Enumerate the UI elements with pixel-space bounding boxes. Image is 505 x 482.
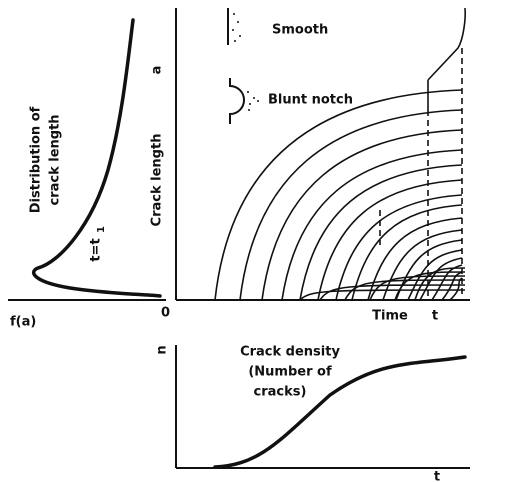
legend-label: Smooth <box>272 23 328 38</box>
origin: 0 <box>161 306 170 321</box>
crack-growth-curves <box>214 89 466 301</box>
left-ylabel: Distribution of <box>29 106 44 213</box>
crack-curve <box>299 164 463 301</box>
crack-curve <box>394 271 466 301</box>
notch-dots <box>247 91 259 111</box>
crack-curve <box>367 217 463 301</box>
crack-curve <box>239 109 463 301</box>
bottom-title: cracks) <box>254 385 307 400</box>
smooth-curve <box>427 7 466 81</box>
crack-curve <box>369 275 466 301</box>
notch-icon <box>229 78 245 124</box>
crack-curve <box>299 289 466 301</box>
density-curve <box>213 355 467 469</box>
main-ylabel: Crack length <box>150 134 165 227</box>
curve-label: t=t 1 <box>89 226 108 262</box>
left-ylabel: crack length <box>48 114 63 205</box>
crack-curve <box>344 279 466 301</box>
smooth-dots <box>232 13 241 42</box>
crack-curve <box>351 204 463 301</box>
bottom-xsymbol: t <box>434 470 440 482</box>
curve-label-sub: 1 <box>96 226 107 233</box>
main-xlabel: Time <box>372 309 408 324</box>
crack-curve <box>214 89 463 301</box>
distribution-curve <box>31 18 162 298</box>
crack-curve <box>261 129 463 301</box>
main-ysymbol: a <box>150 66 165 75</box>
crack-curve <box>449 277 463 301</box>
bottom-title: Crack density <box>240 345 340 360</box>
left-xlabel: f(a) <box>10 315 36 330</box>
bottom-ysymbol: n <box>155 345 170 354</box>
crack-curve <box>317 179 463 301</box>
curve-label-text: t=t <box>89 238 104 261</box>
crack-curve <box>335 194 463 301</box>
legend-label: Blunt notch <box>268 93 353 108</box>
bottom-title: (Number of <box>248 365 332 380</box>
main-xsymbol: t <box>432 309 438 324</box>
crack-curve <box>281 149 463 301</box>
crack-curve <box>414 267 466 301</box>
crack-curve <box>441 271 463 301</box>
